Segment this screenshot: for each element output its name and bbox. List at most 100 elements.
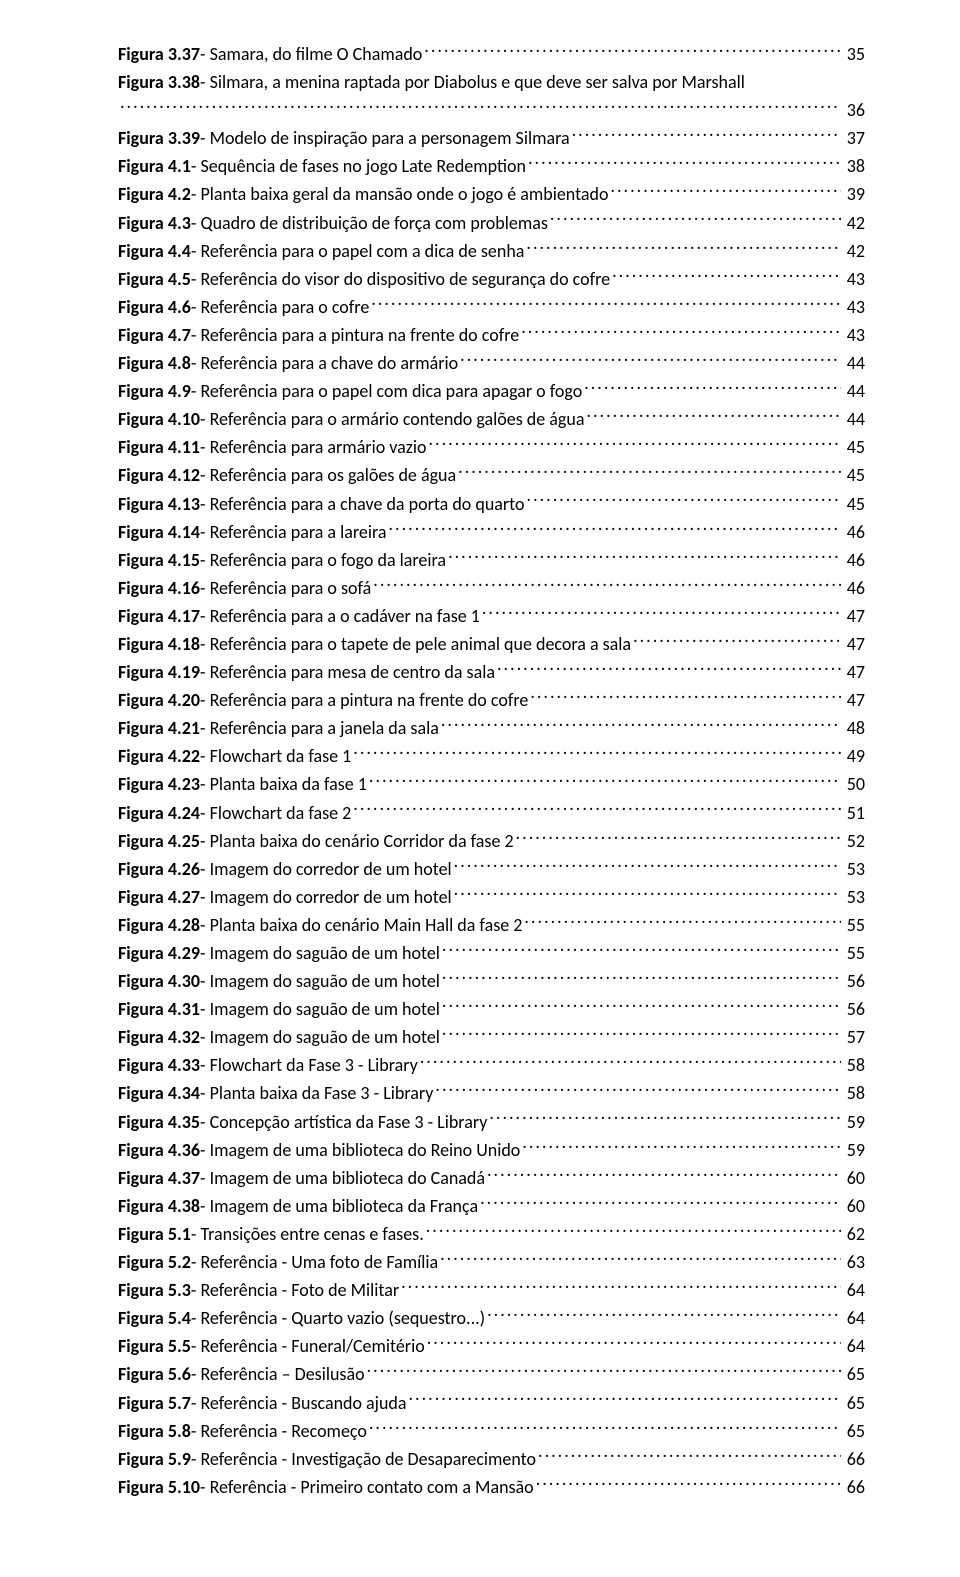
toc-leader-dots xyxy=(536,1475,841,1493)
toc-entry: Figura 4.13 - Referência para a chave da… xyxy=(118,490,865,518)
toc-leader-dots xyxy=(489,1110,840,1128)
toc-entry-desc: - Imagem do saguão de um hotel xyxy=(200,939,440,967)
toc-entry: Figura 5.7 - Referência - Buscando ajuda… xyxy=(118,1389,865,1417)
toc-leader-dots xyxy=(527,492,841,510)
toc-entry: Figura 4.14 - Referência para a lareira … xyxy=(118,518,865,546)
toc-entry: Figura 4.15 - Referência para o fogo da … xyxy=(118,546,865,574)
toc-leader-dots xyxy=(526,239,840,257)
toc-entry-label: Figura 4.11 xyxy=(118,433,200,461)
toc-leader-dots xyxy=(487,1306,841,1324)
toc-entry-page: 49 xyxy=(843,742,865,770)
toc-entry-label: Figura 4.17 xyxy=(118,602,200,630)
toc-entry-page: 44 xyxy=(843,349,865,377)
toc-entry-desc: - Flowchart da fase 2 xyxy=(200,799,351,827)
toc-leader-dots xyxy=(538,1447,841,1465)
toc-leader-dots xyxy=(572,126,841,144)
toc-entry-label: Figura 3.38 xyxy=(118,68,200,96)
toc-entry: Figura 4.25 - Planta baixa do cenário Co… xyxy=(118,827,865,855)
toc-entry: Figura 5.4 - Referência - Quarto vazio (… xyxy=(118,1304,865,1332)
toc-entry-label: Figura 4.32 xyxy=(118,1023,200,1051)
toc-entry-label: Figura 4.19 xyxy=(118,658,200,686)
toc-entry-desc: - Imagem do saguão de um hotel xyxy=(200,967,440,995)
toc-leader-dots xyxy=(440,1250,841,1268)
toc-entry-page: 36 xyxy=(843,96,865,124)
toc-entry-label: Figura 4.10 xyxy=(118,405,200,433)
toc-leader-dots xyxy=(516,829,841,847)
toc-entry-desc: - Referência para o tapete de pele anima… xyxy=(200,630,631,658)
toc-entry-page: 56 xyxy=(843,967,865,995)
toc-leader-dots xyxy=(610,182,840,200)
toc-entry-desc: - Referência - Investigação de Desaparec… xyxy=(191,1445,536,1473)
toc-entry-desc: - Referência para o armário contendo gal… xyxy=(200,405,584,433)
toc-entry-label: Figura 4.6 xyxy=(118,293,191,321)
toc-entry: Figura 4.28 - Planta baixa do cenário Ma… xyxy=(118,911,865,939)
toc-leader-dots xyxy=(460,351,841,369)
toc-entry-desc: - Referência - Primeiro contato com a Ma… xyxy=(200,1473,534,1501)
toc-entry: Figura 5.10 - Referência - Primeiro cont… xyxy=(118,1473,865,1501)
toc-entry-page: 43 xyxy=(843,265,865,293)
toc-entry: Figura 4.11 - Referência para armário va… xyxy=(118,433,865,461)
toc-entry-page: 44 xyxy=(843,377,865,405)
toc-entry: Figura 4.33 - Flowchart da Fase 3 - Libr… xyxy=(118,1051,865,1079)
toc-entry-desc: - Imagem do corredor de um hotel xyxy=(200,855,452,883)
toc-leader-dots xyxy=(458,463,841,481)
toc-entry-page: 53 xyxy=(843,855,865,883)
toc-leader-dots xyxy=(369,772,841,790)
toc-entry-label: Figura 4.18 xyxy=(118,630,200,658)
toc-entry: Figura 4.10 - Referência para o armário … xyxy=(118,405,865,433)
toc-entry-label: Figura 4.5 xyxy=(118,265,191,293)
toc-entry-label: Figura 4.1 xyxy=(118,152,191,180)
toc-entry-page: 45 xyxy=(843,490,865,518)
toc-entry-desc: - Referência - Funeral/Cemitério xyxy=(191,1332,425,1360)
toc-leader-dots xyxy=(401,1278,841,1296)
toc-leader-dots xyxy=(427,1334,841,1352)
toc-entry-label: Figura 4.22 xyxy=(118,742,200,770)
toc-entry-label: Figura 5.6 xyxy=(118,1360,191,1388)
toc-leader-dots xyxy=(454,857,841,875)
toc-entry-page: 64 xyxy=(843,1276,865,1304)
toc-entry: Figura 4.36 - Imagem de uma biblioteca d… xyxy=(118,1136,865,1164)
toc-entry-label: Figura 4.3 xyxy=(118,209,191,237)
toc-entry: Figura 4.2 - Planta baixa geral da mansã… xyxy=(118,180,865,208)
toc-entry-label: Figura 4.37 xyxy=(118,1164,200,1192)
toc-entry: Figura 4.4 - Referência para o papel com… xyxy=(118,237,865,265)
toc-entry-page: 35 xyxy=(843,40,865,68)
toc-entry-label: Figura 4.35 xyxy=(118,1108,200,1136)
toc-leader-dots xyxy=(633,632,841,650)
toc-entry-label: Figura 4.30 xyxy=(118,967,200,995)
toc-entry-desc: - Referência para a o cadáver na fase 1 xyxy=(200,602,480,630)
toc-entry-desc: - Referência para o papel com a dica de … xyxy=(191,237,525,265)
toc-entry-label: Figura 4.27 xyxy=(118,883,200,911)
toc-leader-dots xyxy=(120,98,841,116)
toc-entry-desc: - Referência - Quarto vazio (sequestro..… xyxy=(191,1304,485,1332)
toc-entry: Figura 4.27 - Imagem do corredor de um h… xyxy=(118,883,865,911)
toc-entry-page: 46 xyxy=(843,518,865,546)
toc-entry-desc: - Imagem de uma biblioteca do Reino Unid… xyxy=(200,1136,520,1164)
toc-leader-dots xyxy=(424,42,840,60)
toc-leader-dots xyxy=(442,997,841,1015)
toc-leader-dots xyxy=(373,576,840,594)
toc-entry-label: Figura 4.21 xyxy=(118,714,200,742)
toc-entry-page: 66 xyxy=(843,1445,865,1473)
toc-entry-page: 42 xyxy=(843,237,865,265)
toc-entry-desc: - Samara, do filme O Chamado xyxy=(200,40,422,68)
toc-leader-dots xyxy=(420,1053,841,1071)
toc-entry: Figura 5.5 - Referência - Funeral/Cemité… xyxy=(118,1332,865,1360)
toc-entry-desc: - Referência para o cofre xyxy=(191,293,369,321)
toc-entry-desc: - Referência para o papel com dica para … xyxy=(191,377,582,405)
toc-entry-desc: - Planta baixa da fase 1 xyxy=(200,770,367,798)
toc-entry-label: Figura 4.29 xyxy=(118,939,200,967)
toc-entry: Figura 3.38 - Silmara, a menina raptada … xyxy=(118,68,865,96)
toc-leader-dots xyxy=(522,1138,840,1156)
toc-leader-dots xyxy=(584,379,841,397)
toc-entry-label: Figura 5.7 xyxy=(118,1389,191,1417)
toc-entry-page: 47 xyxy=(843,686,865,714)
toc-entry-label: Figura 4.13 xyxy=(118,490,200,518)
toc-entry-page: 45 xyxy=(843,433,865,461)
toc-entry: Figura 4.37 - Imagem de uma biblioteca d… xyxy=(118,1164,865,1192)
toc-leader-dots xyxy=(586,407,840,425)
toc-entry-label: Figura 4.23 xyxy=(118,770,200,798)
toc-entry-page: 63 xyxy=(843,1248,865,1276)
toc-entry: Figura 4.16 - Referência para o sofá 46 xyxy=(118,574,865,602)
toc-entry-desc: - Concepção artística da Fase 3 - Librar… xyxy=(200,1108,487,1136)
